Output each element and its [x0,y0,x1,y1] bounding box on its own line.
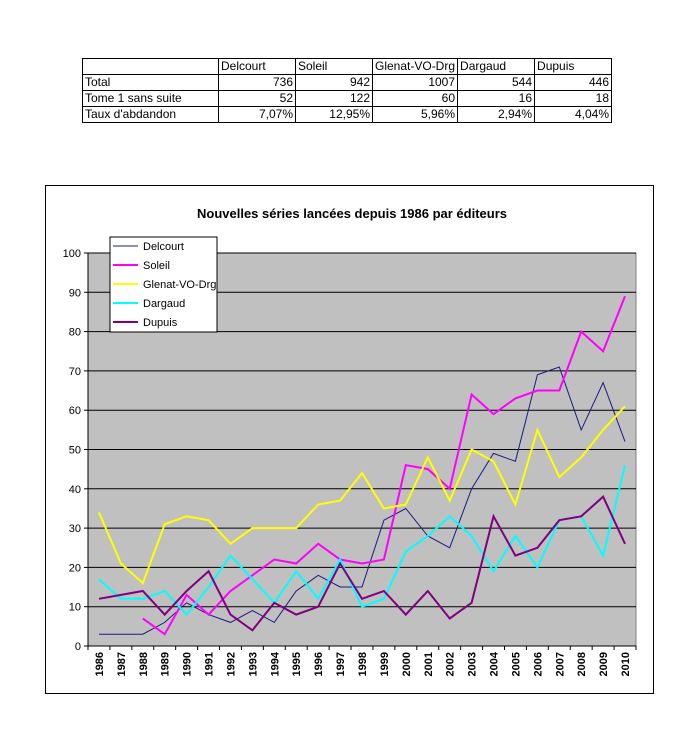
publisher-stats-table: Delcourt Soleil Glenat-VO-Drg Dargaud Dupuis… [82,58,613,123]
table-row: Taux d'abdandon 7,07% 12,95% 5,96% 2,94% 4,04… [82,106,613,123]
y-tick-label: 30 [69,523,81,535]
header-cell: Dupuis [534,58,613,75]
x-tick-label: 1993 [247,652,259,676]
x-tick-label: 1998 [357,652,369,676]
x-tick-label: 1987 [116,652,128,676]
x-tick-label: 1994 [269,651,281,676]
row-label: Taux d'abdandon [82,106,219,123]
y-tick-label: 50 [69,445,81,457]
series-line-dupuis [98,495,626,632]
chart-title: Nouvelles séries lancées depuis 1986 par… [197,206,507,221]
y-tick-label: 20 [69,562,81,574]
x-tick-label: 1988 [138,652,150,676]
series-line-glenat-vo-drg [98,405,626,585]
x-tick-label: 2006 [532,652,544,676]
chart-legend: Delcourt Soleil Glenat-VO-Drg Dargaud Dupuis [109,236,218,333]
y-tick-label: 40 [69,484,81,496]
x-tick-label: 2000 [401,652,413,676]
x-tick-label: 2007 [554,652,566,676]
x-tick-label: 2004 [489,651,501,676]
x-tick-label: 1991 [204,652,216,676]
legend-label: Dupuis [143,317,178,329]
x-tick-label: 1997 [335,652,347,676]
y-tick-label: 90 [69,287,81,299]
x-tick-label: 1989 [160,652,172,676]
table-header-row: Delcourt Soleil Glenat-VO-Drg Dargaud Dupuis [82,58,613,75]
y-tick-label: 80 [69,327,81,339]
table-row: Tome 1 sans suite 52 122 60 16 18 [82,90,613,107]
x-tick-label: 2008 [576,652,588,676]
y-tick-label: 100 [63,248,81,260]
x-tick-label: 1990 [182,652,194,676]
y-tick-label: 10 [69,602,81,614]
x-tick-label: 2002 [445,652,457,676]
legend-label: Delcourt [143,241,184,253]
y-tick-label: 70 [69,366,81,378]
x-tick-label: 1995 [291,652,303,676]
x-tick-label: 1992 [225,652,237,676]
y-tick-label: 0 [75,641,81,653]
table-cell: 5,96% [371,106,459,123]
x-tick-label: 1996 [313,652,325,676]
y-tick-label: 60 [69,405,81,417]
x-tick-label: 2010 [620,652,632,676]
table-cell: 4,04% [534,106,613,123]
x-tick-label: 1986 [94,652,106,676]
table-cell: 736 [218,74,296,91]
legend-label: Soleil [143,260,170,272]
x-tick-label: 2001 [423,652,435,676]
series-line-delcourt [99,366,626,635]
x-tick-label: 2003 [467,652,479,676]
legend-label: Dargaud [143,298,185,310]
series-line-dargaud [98,464,626,617]
x-tick-label: 1999 [379,652,391,676]
row-label: Tome 1 sans suite [82,90,219,107]
legend-label: Glenat-VO-Drg [143,279,216,291]
x-tick-label: 2005 [510,652,522,676]
x-tick-label: 2009 [598,652,610,676]
table-cell: 12,95% [295,106,373,123]
table-cell: 2,94% [457,106,536,123]
